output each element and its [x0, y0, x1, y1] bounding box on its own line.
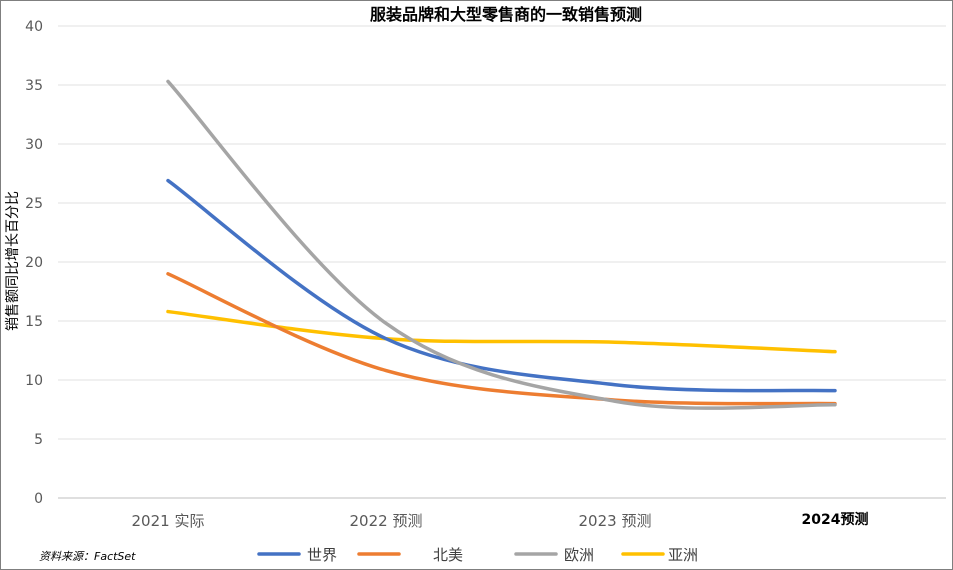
x-axis-ticks: 2021 实际 2022 预测 2023 预测 2024预测	[132, 511, 869, 530]
y-tick-label: 10	[25, 373, 43, 389]
legend-label: 亚洲	[668, 546, 698, 564]
y-tick-label: 0	[34, 491, 43, 507]
y-tick-label: 30	[25, 137, 43, 153]
y-tick-label: 20	[25, 255, 43, 271]
y-tick-label: 35	[25, 78, 43, 94]
x-tick-label: 2022 预测	[350, 512, 423, 530]
legend-label: 欧洲	[564, 546, 594, 564]
series-line-北美	[166, 272, 837, 406]
y-tick-label: 5	[34, 432, 43, 448]
legend: 世界 北美 欧洲 亚洲	[257, 546, 698, 564]
x-tick-label: 2023 预测	[579, 512, 652, 530]
y-tick-label: 15	[25, 314, 43, 330]
series-line-世界	[166, 178, 837, 393]
series-lines	[166, 79, 837, 410]
x-tick-label: 2024预测	[802, 511, 869, 528]
series-line-亚洲	[166, 309, 837, 354]
x-tick-label: 2021 实际	[132, 512, 205, 530]
y-axis-ticks: 0 5 10 15 20 25 30 35 40	[25, 19, 43, 507]
y-tick-label: 25	[25, 196, 43, 212]
legend-label: 北美	[433, 546, 463, 564]
y-axis-label: 销售额同比增长百分比	[5, 191, 21, 331]
gridlines	[58, 25, 946, 499]
legend-label: 世界	[307, 546, 337, 564]
series-line-欧洲	[166, 79, 837, 410]
y-tick-label: 40	[25, 19, 43, 35]
source-note: 资料来源：FactSet	[39, 550, 136, 563]
chart-title: 服装品牌和大型零售商的一致销售预测	[370, 5, 642, 24]
